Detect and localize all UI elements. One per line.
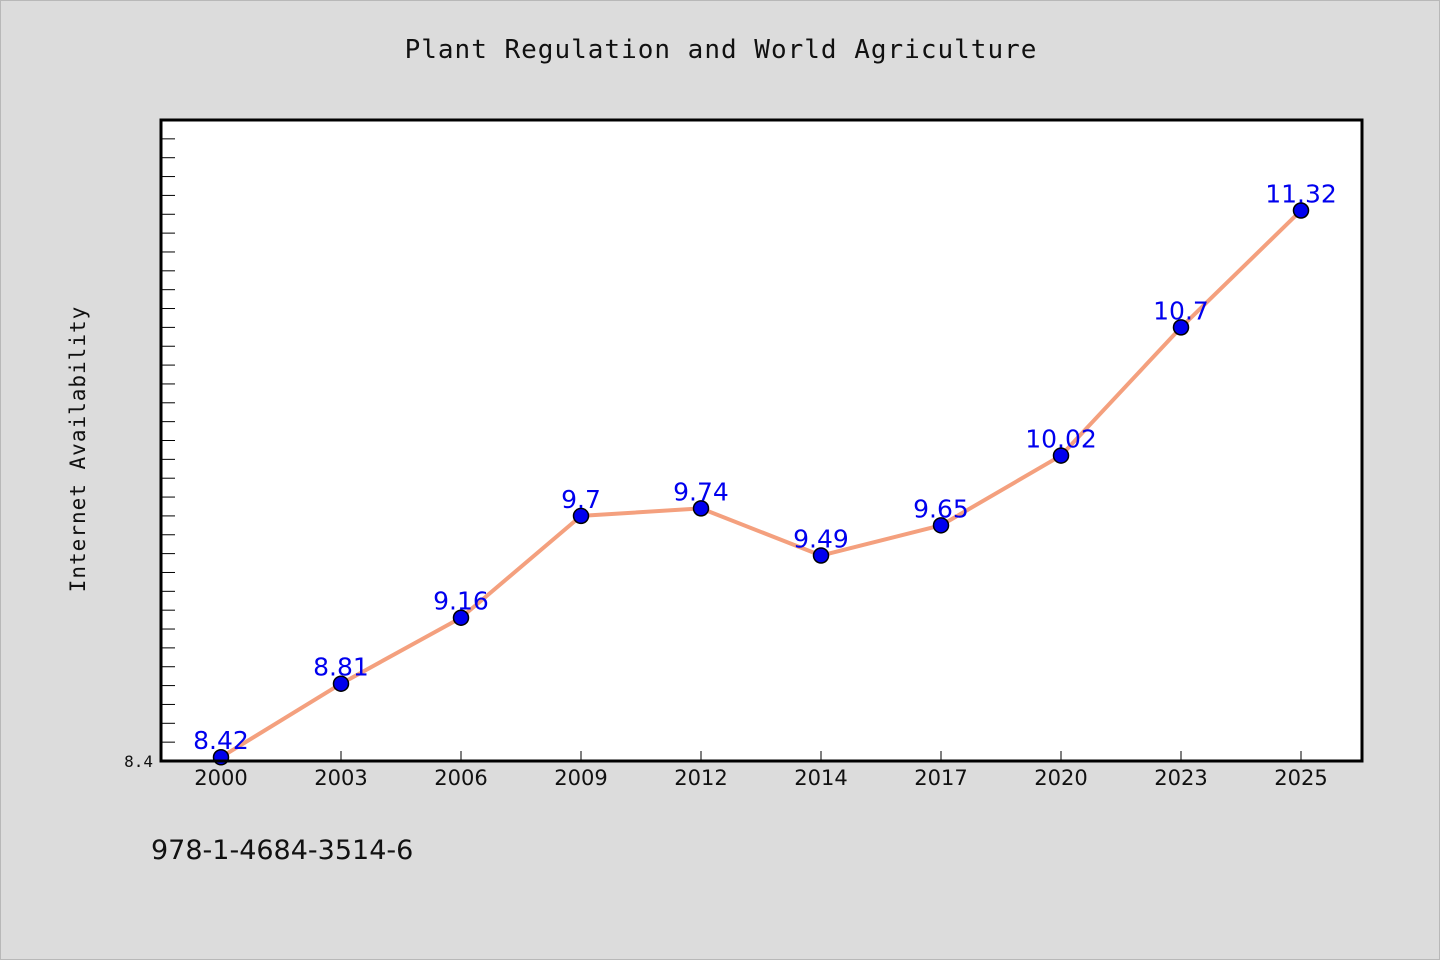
x-tick-label: 2003 bbox=[314, 766, 367, 790]
data-label: 9.7 bbox=[561, 485, 601, 514]
data-point bbox=[572, 507, 590, 525]
plot-frame bbox=[159, 118, 1364, 763]
data-point bbox=[452, 609, 470, 626]
data-labels: 8.42 8.81 9.16 9.7 9.74 9.49 9.65 10.02 10.7 11.3… bbox=[193, 179, 1337, 755]
x-tick-label: 2012 bbox=[674, 766, 727, 790]
data-label: 8.81 bbox=[313, 653, 369, 682]
data-label: 9.49 bbox=[793, 525, 849, 554]
data-label: 11.32 bbox=[1265, 179, 1337, 208]
data-label: 9.74 bbox=[673, 477, 729, 506]
data-point bbox=[1172, 319, 1190, 336]
data-point bbox=[332, 675, 350, 692]
data-label: 9.16 bbox=[433, 587, 489, 616]
data-point bbox=[1292, 202, 1310, 219]
x-tick-label: 2017 bbox=[914, 766, 967, 790]
data-label: 8.42 bbox=[193, 726, 249, 755]
data-point bbox=[692, 500, 710, 517]
chart-title: Plant Regulation and World Agriculture bbox=[404, 35, 1038, 65]
x-tick-label: 2020 bbox=[1034, 766, 1087, 790]
data-point bbox=[932, 517, 950, 534]
series-line bbox=[219, 208, 1303, 760]
x-axis-ticks: 2000 2003 2006 2009 2012 2014 2017 2020 2023 2025 bbox=[194, 751, 1328, 790]
x-tick-label: 2014 bbox=[794, 766, 847, 790]
data-label: 10.02 bbox=[1025, 425, 1097, 454]
data-label: 9.65 bbox=[913, 494, 969, 523]
x-tick-label: 2006 bbox=[434, 766, 487, 790]
series-markers bbox=[212, 202, 1310, 766]
y-tick-label: 8.4 bbox=[124, 752, 153, 771]
data-point bbox=[1052, 447, 1070, 464]
y-axis-ticks: 8.4 bbox=[124, 138, 175, 771]
x-tick-label: 2000 bbox=[194, 766, 247, 790]
isbn-text: 978-1-4684-3514-6 bbox=[151, 835, 414, 866]
x-tick-label: 2025 bbox=[1274, 766, 1327, 790]
data-point bbox=[812, 547, 830, 564]
plot-area bbox=[161, 120, 1362, 761]
data-label: 10.7 bbox=[1153, 296, 1209, 325]
x-tick-label: 2023 bbox=[1154, 766, 1207, 790]
x-tick-label: 2009 bbox=[554, 766, 607, 790]
